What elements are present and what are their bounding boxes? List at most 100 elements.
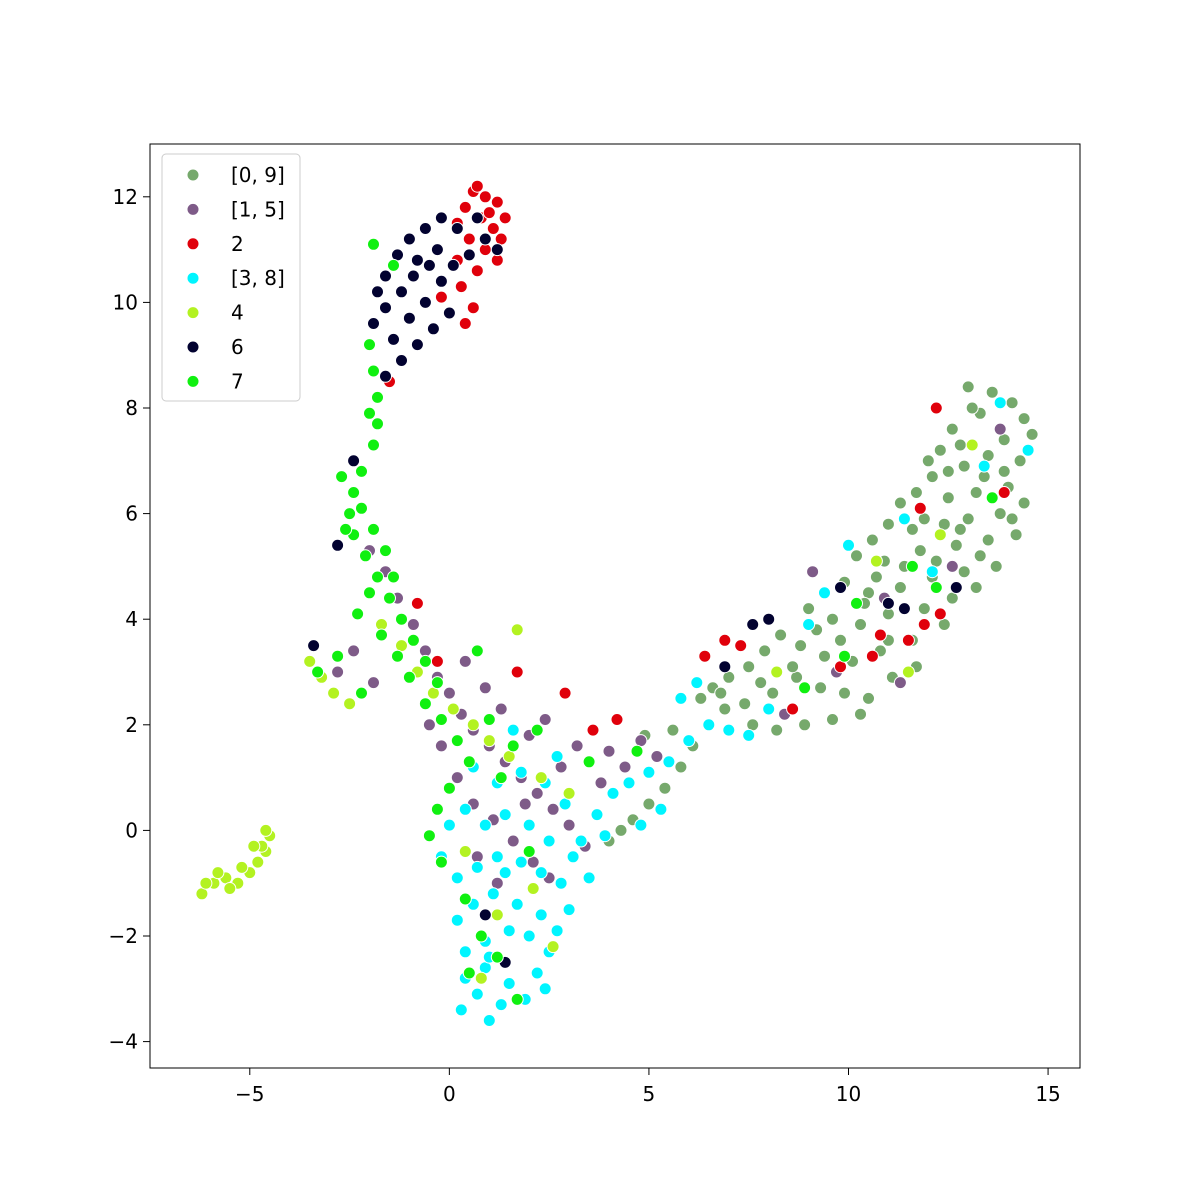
point-series-1 [893, 676, 907, 690]
point-series-0 [981, 533, 995, 547]
point-series-3 [534, 908, 548, 922]
point-series-3 [450, 871, 464, 885]
point-series-2 [482, 206, 496, 220]
point-series-5 [331, 538, 345, 552]
legend-marker [186, 237, 200, 251]
point-series-6 [905, 559, 919, 573]
point-series-5 [347, 454, 361, 468]
point-series-1 [442, 686, 456, 700]
point-series-6 [363, 338, 376, 352]
point-series-3 [458, 945, 472, 959]
point-series-6 [798, 681, 812, 695]
point-series-1 [530, 786, 544, 800]
point-series-1 [570, 739, 584, 753]
legend-label: 7 [231, 369, 244, 393]
point-series-4 [901, 665, 915, 679]
points-layer [195, 179, 1039, 1027]
point-series-0 [953, 522, 967, 536]
point-series-0 [989, 559, 1003, 573]
point-series-2 [434, 290, 448, 304]
point-series-0 [850, 549, 863, 563]
point-series-1 [422, 718, 436, 732]
point-series-4 [327, 686, 341, 700]
point-series-6 [850, 596, 863, 610]
point-series-5 [430, 243, 444, 257]
point-series-4 [546, 940, 560, 954]
point-series-6 [339, 522, 353, 536]
plot-frame [149, 143, 1081, 1069]
point-series-0 [1005, 396, 1019, 410]
point-series-3 [606, 786, 620, 800]
point-series-4 [343, 697, 357, 711]
legend-marker [186, 168, 200, 182]
point-series-2 [873, 628, 887, 642]
point-series-0 [913, 544, 927, 558]
point-series-3 [554, 876, 568, 890]
point-series-3 [762, 702, 776, 716]
point-series-5 [395, 354, 408, 367]
point-series-5 [478, 908, 492, 922]
point-series-4 [458, 845, 472, 858]
point-series-0 [818, 649, 831, 663]
point-series-6 [371, 417, 384, 431]
point-series-0 [802, 602, 816, 616]
point-series-4 [869, 554, 883, 568]
point-series-5 [379, 269, 392, 283]
point-series-3 [590, 808, 604, 822]
point-series-6 [494, 771, 508, 785]
point-series-3 [502, 977, 516, 990]
point-series-2 [558, 686, 572, 700]
x-tick-label: 5 [643, 1082, 656, 1106]
point-series-4 [526, 882, 540, 895]
point-series-6 [490, 950, 504, 964]
point-series-5 [834, 581, 847, 594]
point-series-6 [391, 649, 404, 663]
point-series-2 [454, 280, 468, 294]
point-series-3 [530, 966, 544, 980]
point-series-1 [347, 644, 361, 658]
point-series-0 [933, 443, 947, 457]
point-series-6 [430, 676, 444, 690]
point-series-2 [734, 639, 748, 653]
point-series-0 [754, 676, 768, 690]
point-series-0 [961, 380, 975, 394]
point-series-0 [961, 512, 975, 526]
point-series-1 [406, 618, 420, 631]
point-series-4 [211, 866, 225, 880]
legend-marker [186, 374, 200, 388]
point-series-6 [422, 829, 436, 843]
point-series-0 [714, 686, 728, 700]
point-series-6 [331, 649, 345, 663]
point-series-0 [869, 570, 883, 584]
point-series-0 [826, 612, 839, 626]
point-series-1 [806, 565, 820, 579]
point-series-5 [418, 222, 432, 235]
point-series-1 [434, 739, 448, 753]
point-series-0 [921, 454, 935, 468]
point-series-0 [993, 507, 1007, 521]
point-series-4 [562, 786, 576, 800]
point-series-1 [993, 422, 1007, 436]
point-series-5 [387, 332, 400, 346]
point-series-3 [690, 676, 704, 690]
point-series-3 [502, 924, 516, 938]
point-series-5 [490, 243, 504, 257]
y-tick-label: 12 [113, 185, 138, 209]
y-tick-label: 4 [125, 607, 138, 631]
y-tick-label: 8 [125, 396, 138, 420]
point-series-0 [738, 697, 752, 711]
point-series-6 [335, 470, 349, 484]
y-axis: −4 −2 0 2 4 6 8 10 12 [109, 185, 150, 1054]
point-series-6 [363, 586, 376, 600]
point-series-3 [654, 802, 668, 816]
point-series-6 [402, 670, 416, 684]
point-series-5 [450, 222, 464, 235]
point-series-1 [562, 818, 576, 832]
point-series-5 [746, 618, 760, 631]
point-series-5 [470, 211, 484, 225]
point-series-2 [462, 232, 476, 246]
point-series-2 [586, 723, 600, 737]
point-series-0 [925, 470, 939, 484]
point-series-6 [462, 966, 476, 980]
point-series-2 [498, 211, 512, 225]
